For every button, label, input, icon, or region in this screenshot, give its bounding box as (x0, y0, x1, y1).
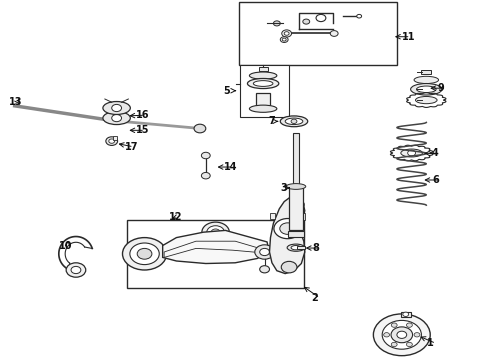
Text: 14: 14 (224, 162, 238, 172)
Bar (270, 213, 275, 219)
Circle shape (403, 312, 409, 316)
Circle shape (284, 32, 289, 35)
Circle shape (66, 263, 86, 277)
Text: 16: 16 (136, 110, 150, 120)
Bar (259, 67, 268, 71)
Text: 1: 1 (427, 338, 434, 348)
Circle shape (408, 150, 416, 156)
Circle shape (303, 19, 310, 24)
Circle shape (406, 342, 413, 347)
Bar (289, 187, 303, 230)
Bar (288, 231, 304, 237)
Ellipse shape (411, 84, 442, 95)
Polygon shape (270, 198, 305, 274)
Ellipse shape (291, 246, 301, 250)
Circle shape (106, 137, 118, 145)
Ellipse shape (286, 184, 306, 189)
Bar (421, 70, 431, 74)
Text: 17: 17 (125, 142, 139, 152)
Ellipse shape (247, 78, 279, 89)
Circle shape (109, 139, 115, 143)
Text: 2: 2 (311, 293, 318, 303)
Ellipse shape (416, 96, 437, 104)
Ellipse shape (401, 149, 422, 157)
Ellipse shape (414, 76, 439, 84)
Circle shape (281, 261, 297, 273)
Ellipse shape (249, 72, 277, 79)
Circle shape (293, 200, 304, 209)
Circle shape (280, 37, 288, 42)
Circle shape (112, 114, 122, 122)
Ellipse shape (285, 118, 303, 125)
Bar (127, 220, 304, 288)
Ellipse shape (416, 86, 436, 93)
Ellipse shape (253, 81, 273, 86)
Circle shape (194, 124, 206, 133)
Circle shape (137, 248, 152, 259)
Circle shape (211, 229, 220, 235)
Text: 12: 12 (169, 212, 183, 222)
Ellipse shape (280, 116, 308, 127)
Circle shape (330, 31, 338, 36)
Circle shape (414, 333, 420, 337)
Circle shape (202, 222, 229, 242)
Text: 8: 8 (313, 243, 319, 253)
Circle shape (391, 342, 397, 347)
Text: 6: 6 (432, 175, 439, 185)
Ellipse shape (249, 105, 277, 112)
Circle shape (282, 38, 286, 41)
Bar (239, 2, 397, 65)
Circle shape (260, 248, 270, 256)
Circle shape (373, 314, 430, 356)
Text: 5: 5 (223, 86, 230, 96)
Text: 11: 11 (402, 32, 416, 42)
Ellipse shape (103, 112, 130, 125)
Bar (297, 246, 305, 249)
Text: 7: 7 (269, 116, 275, 126)
Text: 13: 13 (9, 96, 23, 107)
Circle shape (391, 323, 397, 327)
Circle shape (260, 266, 270, 273)
Bar (256, 93, 270, 108)
Circle shape (130, 243, 159, 265)
Text: 15: 15 (136, 125, 150, 135)
Ellipse shape (287, 244, 305, 251)
Bar (113, 136, 117, 140)
Circle shape (201, 172, 210, 179)
Circle shape (384, 333, 390, 337)
Circle shape (122, 238, 167, 270)
Text: 10: 10 (59, 240, 73, 251)
Circle shape (71, 266, 81, 274)
Text: 9: 9 (438, 83, 444, 93)
Bar (240, 65, 289, 117)
Circle shape (316, 14, 326, 22)
Circle shape (391, 327, 413, 343)
Circle shape (397, 331, 407, 338)
Circle shape (274, 219, 301, 239)
Text: 4: 4 (431, 148, 438, 158)
Circle shape (280, 223, 295, 234)
Circle shape (282, 30, 292, 37)
Ellipse shape (103, 102, 130, 114)
Circle shape (357, 14, 362, 18)
Circle shape (201, 152, 210, 159)
Circle shape (273, 21, 280, 26)
Circle shape (291, 119, 297, 123)
Circle shape (406, 323, 413, 327)
Polygon shape (163, 230, 269, 264)
Bar (300, 213, 305, 220)
Text: 3: 3 (280, 183, 287, 193)
Bar (293, 133, 299, 187)
Circle shape (112, 104, 122, 112)
Circle shape (255, 245, 274, 259)
Bar (401, 311, 411, 317)
Circle shape (382, 320, 421, 349)
Circle shape (207, 226, 224, 239)
